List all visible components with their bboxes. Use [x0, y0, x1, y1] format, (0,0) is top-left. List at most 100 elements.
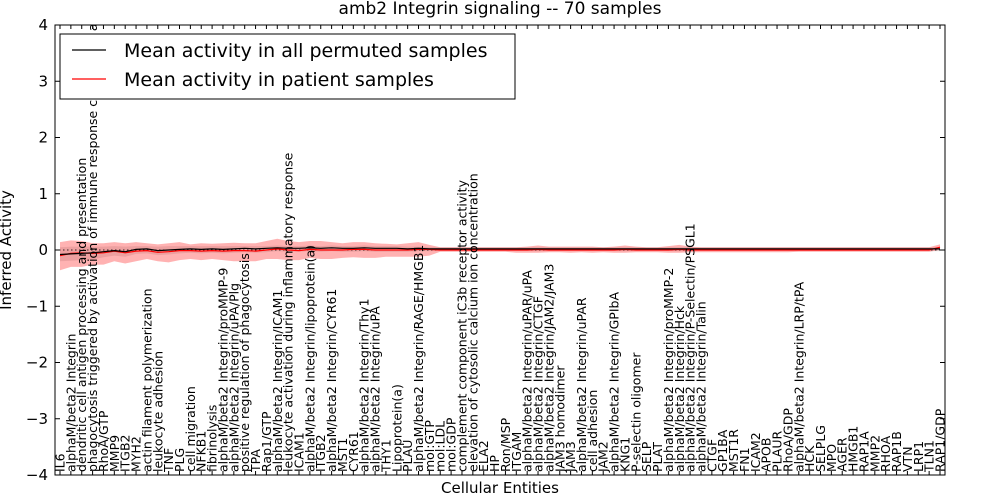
- x-category-label: FN1: [737, 447, 752, 472]
- x-category-label: IL6: [53, 453, 68, 472]
- x-category-label: JAM3 homodimer: [552, 365, 567, 473]
- x-category-label: ITGAM: [509, 432, 524, 472]
- x-category-label: MST1: [335, 438, 350, 472]
- x-category-label: Rap1/GTP: [259, 411, 274, 472]
- x-category-label: PLG: [172, 448, 187, 472]
- x-category-label: AGER: [835, 437, 850, 472]
- x-category-label: PLAT: [650, 442, 665, 472]
- x-category-label: APOB: [759, 438, 774, 473]
- x-category-label: HMGB1: [846, 426, 861, 472]
- y-tick-label: 1: [38, 185, 48, 203]
- x-category-label: alphaM/beta2 Integrin/proMMP-2: [661, 268, 676, 472]
- x-category-label: RAP1A: [857, 431, 872, 472]
- x-category-label: positive regulation of phagocytosis: [237, 253, 252, 472]
- x-category-label: PLAU: [400, 440, 415, 473]
- patient-spread-band: [60, 238, 940, 271]
- x-category-label: fibrinolysis: [205, 405, 220, 472]
- x-category-label: alphaM/beta2 Integrin/proMMP-9: [216, 268, 231, 472]
- x-category-label: ICAM2: [748, 432, 763, 472]
- x-category-label: cell migration: [183, 386, 198, 472]
- x-category-label: TLN1: [922, 440, 937, 473]
- confidence-bands: [60, 238, 940, 271]
- y-tick-label: 0: [38, 241, 48, 259]
- x-category-label: GP1BA: [715, 429, 730, 472]
- x-category-label: ELA2: [476, 440, 491, 472]
- legend-label-permuted: Mean activity in all permuted samples: [124, 40, 487, 62]
- legend: Mean activity in all permuted samples Me…: [59, 33, 516, 100]
- x-category-label: mol:LDL: [433, 421, 448, 472]
- x-category-label: Ron/MSP: [498, 417, 513, 472]
- x-category-label: alphaM/beta2 Integrin/CYR61: [324, 289, 339, 472]
- x-category-label: dendritic cell antigen processing and pr…: [74, 158, 89, 472]
- x-category-label: PLAUR: [770, 430, 785, 471]
- x-category-label: alphaM/beta2 Integrin/lipoprotein(a): [302, 245, 317, 472]
- patient-mean-line: [59, 246, 941, 257]
- x-category-label: LRP1: [911, 441, 926, 472]
- y-tick-label: 2: [38, 129, 48, 147]
- x-category-label: MMP9: [107, 435, 122, 472]
- x-category-label: leukocyte activation during inflammatory…: [281, 152, 296, 472]
- x-category-label: alphaM/beta2 Integrin/CTGF: [531, 296, 546, 472]
- x-category-label: JAM2: [596, 441, 611, 473]
- x-category-label: TNF: [161, 448, 176, 473]
- x-category-label: VTN: [900, 446, 915, 472]
- x-category-label: JAM3: [563, 441, 578, 473]
- x-axis-ticks: [59, 25, 941, 475]
- x-category-label: mol:GDP: [444, 417, 459, 472]
- x-category-label: complement component iC3b receptor activ…: [455, 179, 470, 472]
- x-category-label: alphaM/beta2 Integrin/uPA/Plg: [226, 283, 241, 472]
- x-category-label: THY1: [378, 439, 393, 473]
- x-category-label: leukocyte adhesion: [150, 351, 165, 472]
- x-category-label: alphaM/beta2 Integrin: [63, 334, 78, 472]
- x-category-label: alphaM/beta2 Integrin/Talin: [694, 301, 709, 472]
- y-tick-label: −2: [26, 354, 48, 372]
- x-category-label: alphaM/beta2 Integrin/P-Selectin/PSGL1: [683, 223, 698, 472]
- x-category-label: MYH2: [129, 436, 144, 472]
- chart-title: amb2 Integrin signaling -- 70 samples: [339, 0, 662, 19]
- x-category-label: RhoA/GTP: [96, 410, 111, 472]
- x-category-label: mol:GTP: [422, 420, 437, 472]
- x-category-label: CTGF: [704, 439, 719, 472]
- x-category-label: ICAM1: [292, 432, 307, 472]
- x-category-label: alphaM/beta2 Integrin/ICAM1: [270, 290, 285, 472]
- x-category-label: MPO: [824, 444, 839, 472]
- x-category-label: MMP2: [867, 435, 882, 472]
- x-category-label: RHOA: [878, 435, 893, 472]
- x-category-label: alphaM/beta2 Integrin/Hck: [672, 305, 687, 472]
- x-category-label: alphaM/beta2 Integrin/Thy1: [357, 298, 372, 472]
- x-category-label: alphaM/beta2 Integrin/GPIbA: [607, 292, 622, 472]
- y-tick-label: 4: [38, 16, 48, 34]
- x-category-label: HCK: [802, 445, 817, 472]
- x-category-label: HP: [487, 455, 502, 472]
- x-category-label: actin filament polymerization: [139, 288, 154, 472]
- x-category-label: ITGB2: [118, 434, 133, 472]
- x-category-label: RAP1/GDP: [933, 408, 948, 472]
- x-category-label: RAP1B: [889, 431, 904, 472]
- x-category-label: RhoA/GDP: [780, 408, 795, 472]
- x-category-label: KNG1: [617, 437, 632, 472]
- legend-box: [59, 33, 516, 100]
- x-category-label: SELP: [639, 441, 654, 472]
- x-category-label: ITGB2: [313, 434, 328, 472]
- x-category-label: MST1R: [726, 429, 741, 472]
- y-tick-label: 3: [38, 72, 48, 90]
- x-category-label: alphaM/beta2 Integrin/LRP/tPA: [791, 281, 806, 472]
- y-tick-label: −3: [26, 410, 48, 428]
- x-category-label: alphaM/beta2 Integrin/JAM2/JAM3: [541, 264, 556, 472]
- x-category-label: NFKB1: [194, 431, 209, 472]
- x-category-label: alphaM/beta2 Integrin/uPAR/uPA: [520, 270, 535, 472]
- x-category-label: alphaM/beta2 Integrin/uPA: [368, 306, 383, 472]
- x-category-label: phagocytosis triggered by activation of …: [85, 0, 100, 472]
- y-tick-label: −4: [26, 466, 48, 484]
- y-tick-label: −1: [26, 297, 48, 315]
- series-lines: [59, 246, 941, 257]
- y-axis-label: Inferred Activity: [0, 190, 15, 310]
- x-category-label: alphaM/beta2 Integrin/uPAR: [574, 297, 589, 472]
- x-category-label: SELPLG: [813, 425, 828, 472]
- x-category-label: alphaM/beta2 Integrin/RAGE/HMGB1: [411, 245, 426, 472]
- x-category-label: elevation of cytosolic calcium ion conce…: [465, 173, 480, 472]
- x-axis-label: Cellular Entities: [441, 479, 559, 497]
- y-axis: −4 −3 −2 −1 0 1 2 3 4: [26, 16, 945, 484]
